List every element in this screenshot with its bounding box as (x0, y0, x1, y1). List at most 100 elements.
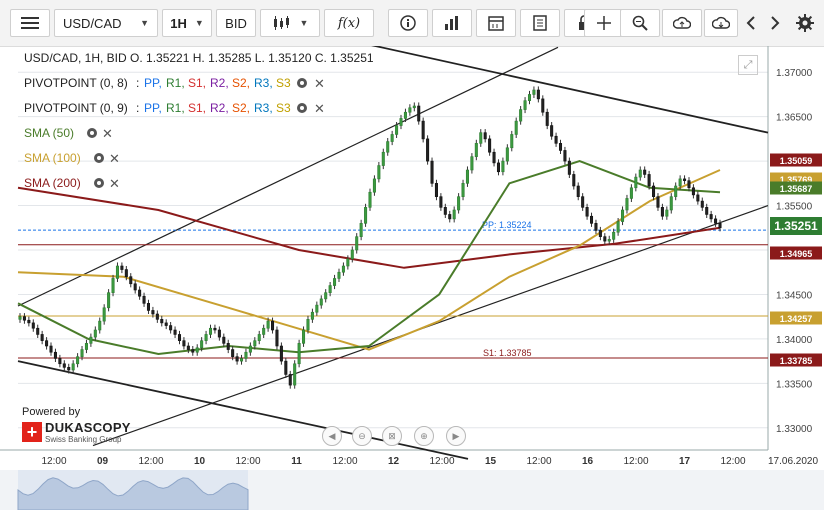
zoom-out-icon[interactable]: ⊖ (352, 426, 372, 446)
candle (217, 329, 221, 338)
candle (306, 319, 310, 331)
candle (177, 334, 182, 341)
candle (319, 298, 323, 306)
price-chart[interactable]: 1.370001.365001.360001.355001.350001.345… (0, 46, 824, 510)
pivot-level-label: R2, (210, 101, 229, 115)
candle (576, 185, 580, 197)
x-tick-label: 12:00 (526, 456, 551, 467)
candle (226, 343, 230, 350)
candle (297, 343, 301, 365)
price-tag-label: 1.34965 (780, 249, 813, 259)
candle (714, 218, 718, 224)
candle (160, 319, 164, 324)
price-side-select[interactable]: BID (216, 9, 256, 37)
pivot-level-label: R1, (166, 101, 185, 115)
document-button[interactable] (520, 9, 560, 37)
candle (364, 207, 368, 224)
calendar-icon (488, 15, 504, 31)
price-tag (770, 246, 822, 260)
arrow-right-icon (770, 15, 780, 31)
function-button[interactable]: f(x) (324, 9, 374, 37)
candle (53, 351, 57, 359)
candle (186, 345, 190, 350)
candle (244, 351, 248, 359)
candle (417, 105, 421, 122)
menu-icon[interactable] (10, 9, 50, 37)
candle (523, 100, 527, 110)
candle (275, 329, 279, 347)
candle (674, 185, 678, 197)
candle (634, 176, 638, 189)
candle (80, 349, 84, 357)
candle (235, 356, 239, 362)
candle (333, 278, 337, 286)
symbol-select[interactable]: USD/CAD ▼ (54, 9, 158, 37)
candle (514, 120, 518, 135)
x-tick-label: 15 (485, 456, 497, 467)
settings-button[interactable] (792, 9, 818, 37)
expand-icon[interactable]: ⤢ (738, 55, 758, 75)
chart-type-button[interactable]: ▼ (260, 9, 320, 37)
candle (324, 292, 328, 300)
nav-back-icon[interactable]: ◀ (322, 426, 342, 446)
price-tag (770, 217, 822, 235)
candle (200, 340, 204, 349)
close-icon: ✕ (109, 151, 120, 166)
scroll-right-button[interactable] (764, 9, 786, 37)
pivot-level-label: R3, (254, 101, 273, 115)
price-tag-label: 1.34257 (780, 314, 813, 324)
candle (222, 336, 226, 344)
candle (541, 98, 545, 113)
zoom-in-icon[interactable]: ⊕ (414, 426, 434, 446)
candle (213, 327, 217, 331)
nav-forward-icon[interactable]: ▶ (446, 426, 466, 446)
indicators-button[interactable] (432, 9, 472, 37)
pivot-separator: : (136, 76, 139, 90)
candle (629, 187, 633, 199)
candle (545, 111, 549, 126)
candle (554, 135, 558, 144)
candle (612, 231, 616, 240)
candle (346, 258, 350, 267)
download-button[interactable] (704, 9, 738, 37)
upload-button[interactable] (662, 9, 702, 37)
candle (550, 125, 554, 137)
ohlc-legend: USD/CAD, 1H, BID O. 1.35221 H. 1.35285 L… (24, 51, 374, 65)
branding: Powered by + DUKASCOPY Swiss Banking Gro… (22, 406, 131, 444)
candle (231, 349, 235, 357)
candle (408, 107, 412, 113)
chevron-down-icon: ▼ (299, 18, 309, 28)
candle (49, 345, 53, 353)
x-tick-label: 17 (679, 456, 691, 467)
candle (76, 356, 80, 365)
y-tick-label: 1.34000 (776, 335, 813, 346)
candle (581, 196, 585, 208)
pivot-level-label: PP, (144, 101, 162, 115)
x-tick-label: 09 (97, 456, 109, 467)
candle (594, 223, 598, 231)
candle (40, 334, 44, 341)
pivot-level-label: S2, (232, 101, 250, 115)
candle (457, 196, 461, 211)
timeframe-select[interactable]: 1H ▼ (162, 9, 212, 37)
fit-icon[interactable]: ⊠ (382, 426, 402, 446)
candle (585, 207, 589, 217)
calendar-button[interactable] (476, 9, 516, 37)
x-tick-label: 12:00 (235, 456, 260, 467)
candle (124, 269, 128, 277)
candle (625, 198, 629, 211)
candle (558, 143, 563, 151)
crosshair-button[interactable] (584, 9, 624, 37)
info-button[interactable] (388, 9, 428, 37)
x-tick-label: 16 (582, 456, 594, 467)
scroll-left-button[interactable] (740, 9, 762, 37)
y-tick-label: 1.34500 (776, 290, 813, 301)
zoom-button[interactable] (620, 9, 660, 37)
candle (479, 132, 483, 144)
candle (705, 207, 709, 215)
x-tick-label: 12 (388, 456, 400, 467)
pivot-level-label: PP, (144, 76, 162, 90)
x-tick-label: 11 (291, 456, 302, 467)
candle (182, 340, 186, 347)
candle (204, 334, 208, 341)
